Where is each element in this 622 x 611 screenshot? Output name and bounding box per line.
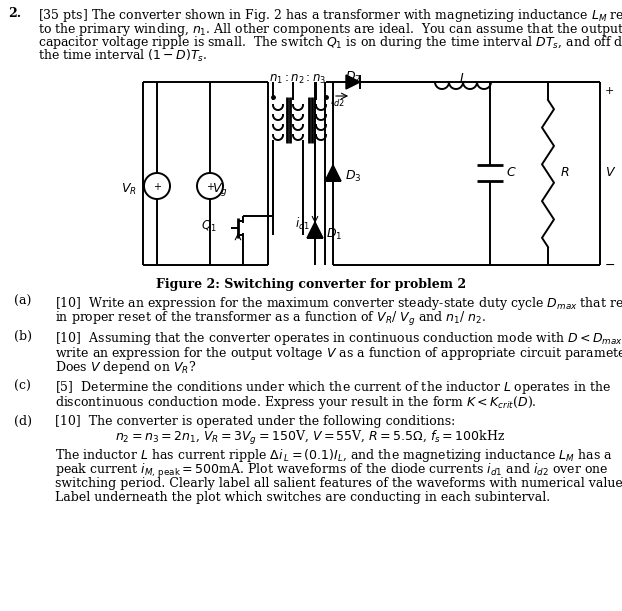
Text: $C$: $C$ — [506, 167, 517, 180]
Text: $D_2$: $D_2$ — [345, 70, 361, 85]
Text: [5]  Determine the conditions under which the current of the inductor $L$ operat: [5] Determine the conditions under which… — [55, 379, 611, 397]
Text: $n_1 : n_2 : n_3$: $n_1 : n_2 : n_3$ — [269, 73, 327, 86]
Text: (a): (a) — [14, 295, 31, 308]
Text: Figure 2: Switching converter for problem 2: Figure 2: Switching converter for proble… — [156, 278, 466, 291]
Text: [10]  Write an expression for the maximum converter steady-state duty cycle $D_{: [10] Write an expression for the maximum… — [55, 295, 622, 312]
Text: [10]  The converter is operated under the following conditions:: [10] The converter is operated under the… — [55, 414, 455, 428]
Text: peak current $i_{M,\,\mathrm{peak}} = 500$mA. Plot waveforms of the diode curren: peak current $i_{M,\,\mathrm{peak}} = 50… — [55, 462, 608, 480]
Text: write an expression for the output voltage $V$ as a function of appropriate circ: write an expression for the output volta… — [55, 345, 622, 362]
Text: The inductor $L$ has current ripple $\Delta i_{\,L} = (0.1)I_L$, and the magneti: The inductor $L$ has current ripple $\De… — [55, 447, 613, 464]
Text: $L$: $L$ — [459, 72, 467, 85]
Text: $i_{d2}$: $i_{d2}$ — [330, 93, 345, 109]
Polygon shape — [346, 75, 360, 89]
Text: 2.: 2. — [8, 7, 21, 20]
Text: Does $V$ depend on $V_R$?: Does $V$ depend on $V_R$? — [55, 359, 197, 376]
Text: Label underneath the plot which switches are conducting in each subinterval.: Label underneath the plot which switches… — [55, 491, 550, 504]
Text: $R$: $R$ — [560, 167, 570, 180]
Polygon shape — [325, 165, 341, 181]
Text: discontinuous conduction mode. Express your result in the form $K < K_{crit}$($D: discontinuous conduction mode. Express y… — [55, 394, 537, 411]
Text: +: + — [206, 182, 214, 192]
Text: to the primary winding, $n_1$. All other components are ideal.  You can assume t: to the primary winding, $n_1$. All other… — [38, 21, 622, 37]
Text: $V_g$: $V_g$ — [212, 181, 228, 199]
Polygon shape — [307, 222, 323, 238]
Text: (c): (c) — [14, 379, 31, 392]
Text: capacitor voltage ripple is small.  The switch $Q_1$ is on during the time inter: capacitor voltage ripple is small. The s… — [38, 34, 622, 51]
Text: switching period. Clearly label all salient features of the waveforms with numer: switching period. Clearly label all sali… — [55, 477, 622, 489]
Text: [35 pts] The converter shown in Fig. 2 has a transformer with magnetizing induct: [35 pts] The converter shown in Fig. 2 h… — [38, 7, 622, 24]
Text: (d): (d) — [14, 414, 32, 428]
Text: +: + — [153, 182, 161, 192]
Text: $D_3$: $D_3$ — [345, 169, 361, 183]
Text: +: + — [605, 86, 615, 96]
Text: $D_1$: $D_1$ — [326, 227, 342, 241]
Text: (b): (b) — [14, 330, 32, 343]
Text: $V$: $V$ — [605, 167, 616, 180]
Text: $n_2 = n_3 = 2n_1$, $V_R = 3V_g = 150$V, $V = 55$V, $R = 5.5\Omega$, $f_s = 100$: $n_2 = n_3 = 2n_1$, $V_R = 3V_g = 150$V,… — [115, 429, 505, 447]
Text: $i_{d1}$: $i_{d1}$ — [295, 216, 310, 232]
Text: the time interval $(1-D)T_s$.: the time interval $(1-D)T_s$. — [38, 48, 208, 64]
Text: $Q_1$: $Q_1$ — [202, 219, 217, 233]
Text: $V_R$: $V_R$ — [121, 181, 137, 197]
Text: in proper reset of the transformer as a function of $V_R$/ $V_g$ and $n_1$/ $n_2: in proper reset of the transformer as a … — [55, 310, 486, 327]
Text: −: − — [605, 259, 616, 272]
Text: [10]  Assuming that the converter operates in continuous conduction mode with $D: [10] Assuming that the converter operate… — [55, 330, 622, 347]
